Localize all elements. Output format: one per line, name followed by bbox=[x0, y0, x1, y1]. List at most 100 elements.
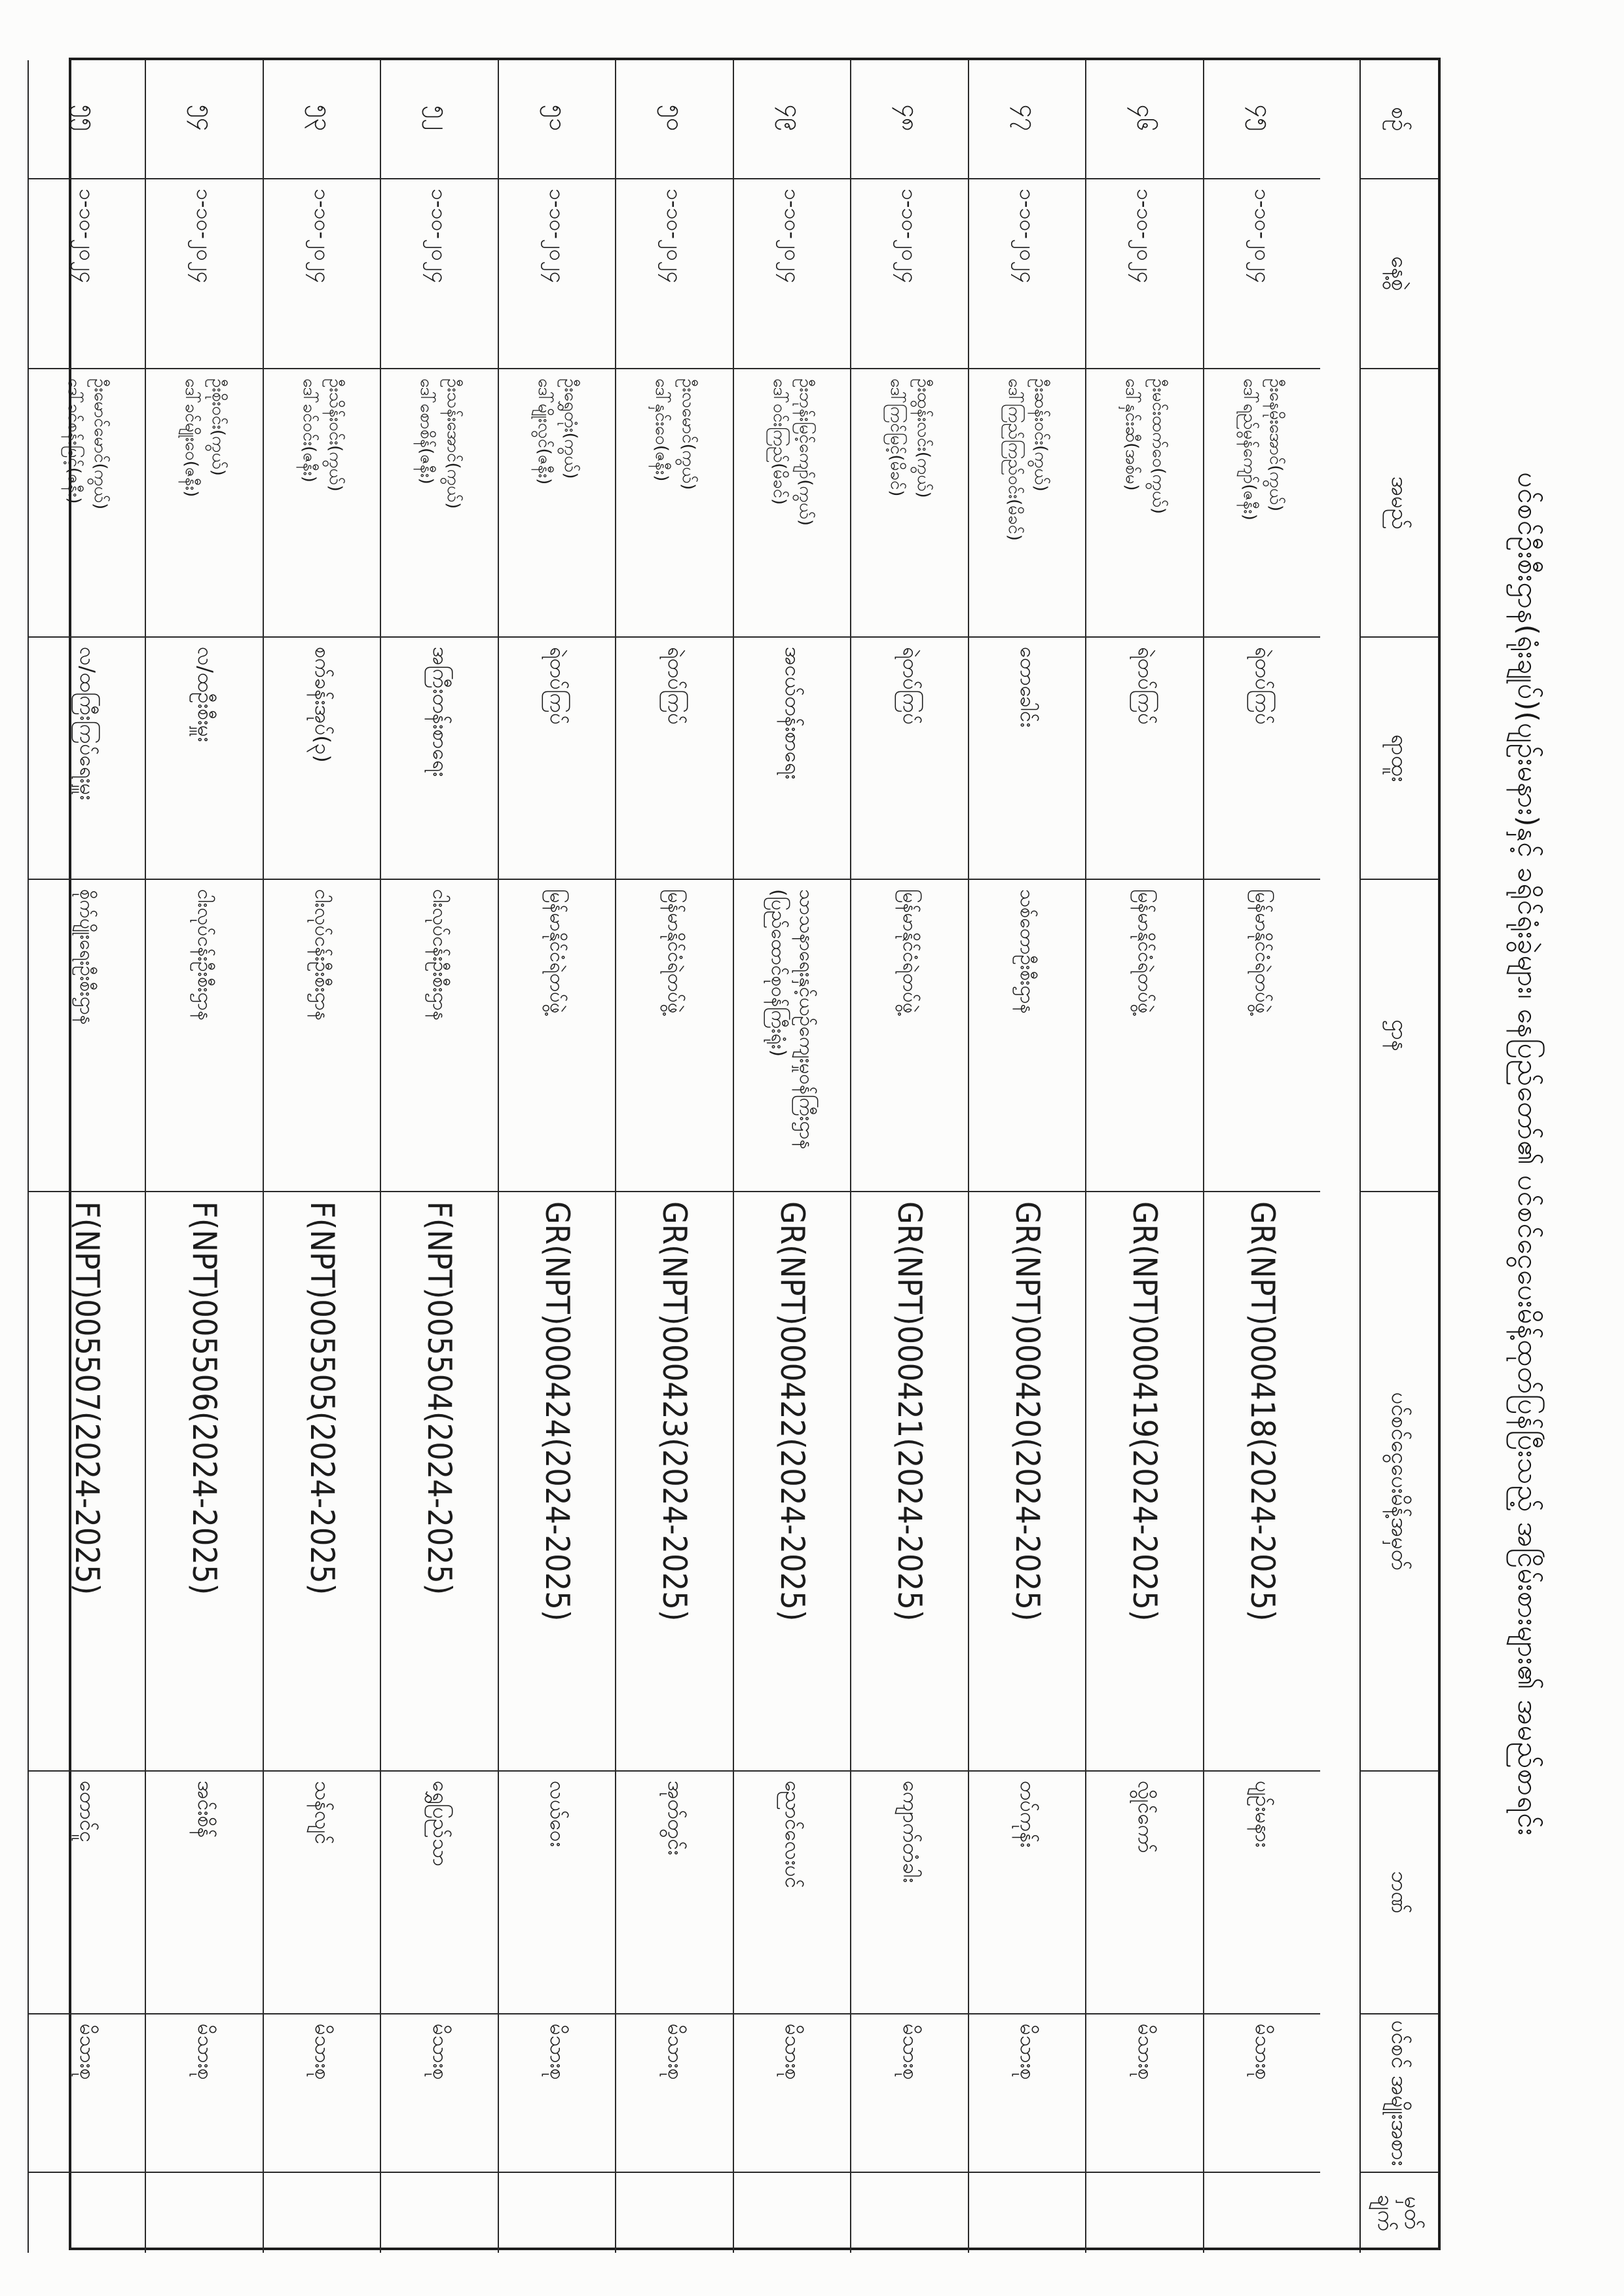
cell-serial-text: ၅၀ bbox=[661, 104, 689, 132]
cell-pension-order-no-text: GR(NPT)000418(2024-2025) bbox=[1244, 1201, 1282, 1622]
cell-name-text: ဒေါ်ခင်မျိုးဝေ(ဇနီး) bbox=[181, 378, 202, 498]
cell-serial-text: ၅၂ bbox=[426, 105, 454, 130]
cell-bank-text: တောင်ငူ bbox=[75, 1781, 100, 1843]
cell-bank-text: လယ်ဝေး bbox=[545, 1781, 570, 1848]
column-header-position: ရာထူး bbox=[1359, 638, 1438, 880]
cell-bank: သန်လျင် bbox=[263, 1772, 380, 2014]
cell-serial-text: ၅၃ bbox=[308, 104, 336, 132]
cell-name-text: ဒေါ်စောစိန်(ဇနီး) bbox=[416, 378, 437, 484]
cell-pension-type-text: မိသားစု bbox=[1251, 2024, 1275, 2080]
cell-bank-text: ရွှေပြည်သာ bbox=[428, 1781, 452, 1867]
cell-name-text: ဒေါ်ရည်မွန်ကျော်(ဇနီး) bbox=[1239, 378, 1259, 520]
cell-name: ဦးဆန်းဝင်း(ကွယ်) ဒေါ်ကြည်ကြည်ဝင်း(မိခင်) bbox=[968, 369, 1086, 638]
cell-pension-type: မိသားစု bbox=[28, 2014, 145, 2173]
document-title: ပင်စင်ဦးစီးဌာန(ရုံးချုပ်)(ပျဉ်းမနား)နှင့… bbox=[1512, 471, 1544, 1836]
cell-date: ၁-၁၀-၂၀၂၄ bbox=[380, 179, 498, 369]
cell-pension-order-no: F(NPT)005506(2024-2025) bbox=[145, 1192, 263, 1772]
cell-position-text: စက်ခန်းအုပ်(၃) bbox=[310, 647, 335, 763]
cell-serial: ၅၄ bbox=[145, 60, 263, 179]
cell-serial: ၅၁ bbox=[498, 60, 616, 179]
cell-department: ငါးလုပ်ငန်းဦးစီးဌာန bbox=[145, 880, 263, 1192]
column-header-department: ဌာန bbox=[1359, 880, 1438, 1192]
cell-bank: အင်းစိန် bbox=[145, 1772, 263, 2014]
cell-name-text: ဒေါ်ကြည်ကြည်ဝင်း(မိခင်) bbox=[1004, 378, 1024, 541]
cell-date: ၁-၁၀-၂၀၂၄ bbox=[498, 179, 616, 369]
cell-pension-order-no-text: F(NPT)005506(2024-2025) bbox=[185, 1201, 224, 1595]
cell-name: ဦးမောင်မောင်(ကွယ်) ဒေါ်ခင်စန်းမြင့်(ဇနီး) bbox=[28, 369, 145, 638]
cell-pension-type: မိသားစု bbox=[145, 2014, 263, 2173]
cell-pension-type-text: မိသားစု bbox=[898, 2024, 922, 2080]
cell-pension-order-no-text: F(NPT)005507(2024-2025) bbox=[68, 1201, 106, 1595]
cell-serial: ၅၂ bbox=[380, 60, 498, 179]
column-header-date: နေ့စွဲ bbox=[1359, 179, 1438, 369]
cell-bank: လွိုင်ကော် bbox=[1085, 1772, 1203, 2014]
cell-pension-type-text: မိသားစု bbox=[75, 2024, 100, 2080]
cell-position: အငယ်တန်းစာရေး bbox=[733, 638, 851, 880]
cell-pension-type-text: မိသားစု bbox=[310, 2024, 335, 2080]
cell-serial-text: ၅၁ bbox=[544, 104, 571, 132]
cell-name: ဦးရွှေတုံး(ကွယ်) ဒေါ်မျိုးလွင်(ဇနီး) bbox=[498, 369, 616, 638]
cell-date: ၁-၁၀-၂၀၂၄ bbox=[733, 179, 851, 369]
cell-bank: ညောင်လေးပင် bbox=[733, 1772, 851, 2014]
cell-serial-text: ၄၇ bbox=[1014, 104, 1041, 132]
column-header-name: အမည် bbox=[1359, 369, 1438, 638]
cell-department-text: မြန်မာနိုင်ငံရဲတပ်ဖွဲ့ bbox=[1251, 889, 1274, 1014]
cell-serial: ၄၆ bbox=[1085, 60, 1203, 179]
cell-serial-text: ၄၅ bbox=[1249, 104, 1276, 132]
cell-name: ဦးနေမိုးအောင်(ကွယ်) ဒေါ်ရည်မွန်ကျော်(ဇနီး… bbox=[1203, 369, 1321, 638]
cell-department: မြန်မာနိုင်ငံရဲတပ်ဖွဲ့ bbox=[850, 880, 968, 1192]
cell-remark bbox=[1203, 2173, 1321, 2253]
cell-pension-type-text: မိသားစု bbox=[545, 2024, 570, 2080]
cell-remark bbox=[733, 2173, 851, 2253]
cell-name: ဦးမင်းထက်ဝေ(ကွယ်) ဒေါ်နှင်းဆီ(အစ်မ) bbox=[1085, 369, 1203, 638]
cell-remark bbox=[1085, 2173, 1203, 2253]
cell-department-text: သာသနာရေးနှင့်ယဉ်ကျေးမှုဝန်ကြီးဌာန bbox=[796, 889, 819, 1150]
cell-position: လ/ထကြီးကြပ်ရေးမှူး bbox=[28, 638, 145, 880]
cell-pension-order-no: GR(NPT)000423(2024-2025) bbox=[615, 1192, 733, 1772]
cell-serial-text: ၅၄ bbox=[191, 104, 219, 132]
cell-department-text: (ပြည်ထောင်စုဝန်ကြီးရုံး) bbox=[767, 889, 790, 1057]
cell-name: ဦးလမောင်(ကွယ်) ဒေါ်နှင်းဝေ(ဇနီး) bbox=[615, 369, 733, 638]
cell-bank-text: ကျောက်တံခါး bbox=[898, 1781, 922, 1883]
cell-serial-text: ၄၈ bbox=[896, 104, 924, 132]
cell-remark bbox=[968, 2173, 1086, 2253]
cell-name-text: ဒေါ်ခင်စန်းမြင့်(ဇနီး) bbox=[64, 378, 84, 504]
cell-position-text: အကြီးတန်းစာရေး bbox=[428, 647, 452, 777]
column-header-pension-order-no: ပင်စင်ငွေပေးမိန့်အမှတ် bbox=[1359, 1192, 1438, 1772]
cell-date: ၁-၁၀-၂၀၂၄ bbox=[263, 179, 380, 369]
cell-pension-type-text: မိသားစု bbox=[193, 2024, 217, 2080]
cell-serial: ၄၇ bbox=[968, 60, 1086, 179]
cell-date-text: ၁-၁၀-၂၀၂၄ bbox=[1014, 189, 1040, 283]
cell-remark bbox=[145, 2173, 263, 2253]
cell-bank-text: တပ်ကုန်း bbox=[1016, 1781, 1040, 1848]
column-header-bank: ဘဏ် bbox=[1359, 1772, 1438, 2014]
cell-bank: ရွှေပြည်သာ bbox=[380, 1772, 498, 2014]
cell-department: ငါးလုပ်ငန်းဦးစီးဌာန bbox=[380, 880, 498, 1192]
cell-pension-type: မိသားစု bbox=[850, 2014, 968, 2173]
cell-pension-type-text: မိသားစု bbox=[1016, 2024, 1040, 2080]
cell-pension-type-text: မိသားစု bbox=[428, 2024, 452, 2080]
cell-pension-order-no: F(NPT)005504(2024-2025) bbox=[380, 1192, 498, 1772]
cell-name-text: ဦးဆန်းဝင်း(ကွယ်) bbox=[1031, 378, 1051, 492]
cell-pension-order-no: F(NPT)005507(2024-2025) bbox=[28, 1192, 145, 1772]
cell-department-text: စိုက်ပျိုးရေးဦးစီးဌာန bbox=[76, 889, 99, 1025]
cell-pension-order-no: GR(NPT)000421(2024-2025) bbox=[850, 1192, 968, 1772]
cell-department-text: ငါးလုပ်ငန်းဦးစီးဌာန bbox=[194, 889, 216, 1021]
cell-bank: အုတ်တွင်း bbox=[615, 1772, 733, 2014]
cell-department: မြန်မာနိုင်ငံရဲတပ်ဖွဲ့ bbox=[1203, 880, 1321, 1192]
cell-remark bbox=[263, 2173, 380, 2253]
column-header-remark: မှတ် ချက် bbox=[1359, 2173, 1438, 2253]
cell-name-text: ဒေါ်ကြင်မြင့်(မိခင်) bbox=[887, 378, 907, 497]
cell-remark bbox=[615, 2173, 733, 2253]
cell-name-text: ဦးနေမိုးအောင်(ကွယ်) bbox=[1266, 378, 1286, 512]
cell-remark bbox=[498, 2173, 616, 2253]
cell-pension-type: မိသားစု bbox=[380, 2014, 498, 2173]
cell-pension-type: မိသားစု bbox=[968, 2014, 1086, 2173]
cell-bank-text: သန်လျင် bbox=[310, 1781, 335, 1845]
cell-name-text: ဒေါ်မျိုးလွင်(ဇနီး) bbox=[534, 378, 554, 485]
cell-name-text: ဦးထွန်းလင်း(ကွယ်) bbox=[913, 378, 933, 498]
cell-department: မြန်မာနိုင်ငံရဲတပ်ဖွဲ့ bbox=[498, 880, 616, 1192]
cell-pension-order-no-text: F(NPT)005504(2024-2025) bbox=[420, 1201, 459, 1595]
cell-pension-order-no: F(NPT)005505(2024-2025) bbox=[263, 1192, 380, 1772]
cell-position-text: ရဲတပ်ကြပ် bbox=[545, 647, 570, 725]
